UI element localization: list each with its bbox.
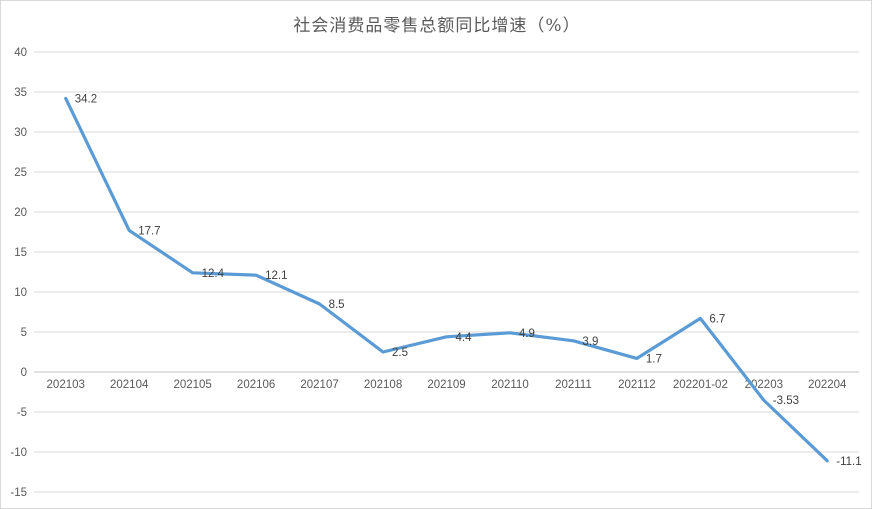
data-label: 12.4: [202, 268, 225, 280]
y-axis-tick-label: 5: [21, 327, 27, 339]
y-axis-tick-label: 25: [14, 167, 27, 179]
data-label: 6.7: [709, 313, 725, 325]
x-axis-category-label: 202201-02: [673, 379, 728, 391]
data-label: 4.4: [456, 332, 473, 344]
y-axis-tick-label: -15: [10, 487, 27, 499]
data-label: -3.53: [773, 395, 799, 407]
x-axis-category-label: 202108: [364, 379, 402, 391]
data-label: 17.7: [138, 225, 160, 237]
y-axis-tick-label: -10: [10, 447, 27, 459]
chart-title: 社会消费品零售总额同比增速（%）: [293, 16, 581, 36]
y-axis-tick-label: 30: [14, 127, 27, 139]
data-label: 3.9: [582, 336, 598, 348]
data-label: 8.5: [329, 299, 345, 311]
data-label: 2.5: [392, 347, 408, 359]
series-line: [64, 96, 829, 463]
y-axis-tick-label: 0: [21, 367, 27, 379]
data-label: 12.1: [265, 270, 287, 282]
x-axis-category-label: 202107: [300, 379, 338, 391]
x-axis-category-label: 202110: [491, 379, 529, 391]
data-label: 1.7: [646, 353, 662, 365]
x-axis-category-label: 202103: [47, 379, 85, 391]
data-label: 4.9: [519, 328, 535, 340]
y-axis-tick-label: 10: [14, 287, 27, 299]
x-axis-category-label: 202104: [110, 379, 149, 391]
x-axis-category-label: 202105: [173, 379, 211, 391]
data-label: 34.2: [75, 93, 97, 105]
data-label: -11.1: [836, 456, 861, 468]
y-axis-tick-label: 20: [14, 207, 27, 219]
y-axis-tick-label: 35: [14, 87, 27, 99]
x-axis-category-label: 202204: [808, 379, 847, 391]
y-axis-tick-label: 15: [14, 247, 27, 259]
y-axis-tick-label: 40: [14, 47, 27, 59]
x-axis-category-label: 202109: [427, 379, 465, 391]
x-axis-category-label: 202112: [618, 379, 656, 391]
y-axis-tick-label: -5: [17, 407, 27, 419]
x-axis-category-label: 202106: [237, 379, 275, 391]
x-axis-category-label: 202111: [555, 379, 592, 391]
